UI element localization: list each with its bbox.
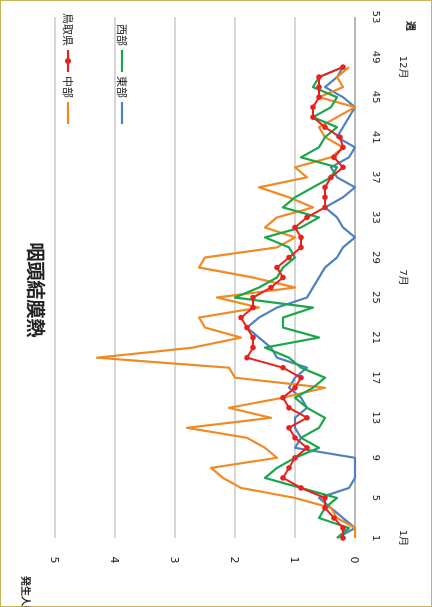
x-tick-label: 21 [370, 331, 381, 344]
data-point [250, 294, 256, 301]
month-label: 12月 [397, 56, 409, 79]
data-point [298, 485, 304, 491]
data-point [322, 194, 328, 201]
data-point [244, 354, 250, 361]
data-point [322, 204, 328, 211]
series-line-3 [233, 66, 351, 539]
x-tick-label: 25 [370, 291, 381, 304]
data-point [238, 314, 244, 321]
data-point [322, 184, 328, 191]
data-point [268, 284, 274, 291]
x-tick-label: 41 [370, 131, 381, 144]
data-point [280, 475, 286, 481]
y-tick-label: 2 [228, 557, 241, 564]
data-point [304, 415, 310, 421]
data-point [280, 364, 286, 371]
series-layer [95, 64, 357, 541]
x-tick-label: 37 [370, 171, 381, 184]
data-point [286, 254, 292, 261]
data-point [274, 264, 280, 271]
month-label: 7月 [397, 269, 409, 285]
y-tick-label: 3 [168, 557, 181, 564]
x-tick-label: 17 [370, 371, 381, 384]
data-point [337, 134, 343, 140]
y-axis-label: 発生人数 [19, 575, 32, 607]
data-point [322, 495, 328, 501]
data-point [340, 164, 346, 171]
data-point [322, 124, 328, 130]
data-point [316, 94, 322, 100]
grid-lines [54, 17, 356, 538]
data-point [331, 154, 337, 161]
legend-label: 鳥取県 [61, 13, 75, 46]
month-label: 1月 [397, 530, 409, 546]
series-line-1 [245, 66, 357, 539]
legend: 東部 中部 西部 鳥取県 [61, 13, 129, 124]
data-point [244, 324, 250, 331]
data-point [331, 515, 337, 521]
data-point [310, 104, 316, 110]
data-point [340, 64, 346, 70]
data-point [328, 174, 334, 181]
data-point [286, 405, 292, 411]
legend-label: 東部 [115, 76, 129, 98]
data-point [292, 455, 298, 461]
data-point [250, 304, 256, 311]
data-point [340, 525, 346, 531]
data-point [340, 535, 346, 541]
x-tick-label: 9 [370, 455, 381, 461]
data-point [298, 234, 304, 241]
data-point [310, 114, 316, 120]
data-point [292, 384, 298, 391]
data-point [280, 274, 286, 281]
data-point [298, 374, 304, 381]
data-point [250, 334, 256, 341]
legend-label: 西部 [115, 24, 129, 46]
x-axis-label: 週 [404, 21, 416, 31]
data-point [316, 84, 322, 90]
y-tick-label: 4 [108, 557, 121, 564]
data-point [250, 344, 256, 351]
x-tick-label: 13 [370, 411, 381, 424]
x-tick-label: 5 [370, 495, 381, 501]
x-tick-label: 53 [370, 11, 381, 24]
legend-marker [65, 58, 71, 64]
y-tick-label: 0 [348, 557, 361, 564]
data-point [316, 74, 322, 80]
x-tick-label: 45 [370, 91, 381, 104]
chart-title: 咽頭結膜熱 [24, 242, 47, 337]
data-point [322, 505, 328, 511]
x-tick-label: 49 [370, 51, 381, 64]
data-point [304, 214, 310, 221]
series-line-2 [95, 66, 357, 538]
x-tick-label: 29 [370, 251, 381, 264]
data-point [340, 144, 346, 151]
legend-label: 中部 [61, 76, 75, 98]
data-point [280, 394, 286, 401]
data-point [292, 224, 298, 231]
y-tick-label: 1 [288, 557, 301, 564]
x-tick-label: 33 [370, 211, 381, 224]
data-point [292, 435, 298, 441]
data-point [286, 425, 292, 431]
y-tick-label: 5 [48, 557, 61, 564]
data-point [304, 445, 310, 451]
x-tick-label: 1 [370, 535, 381, 541]
data-point [298, 244, 304, 251]
data-point [286, 465, 292, 471]
